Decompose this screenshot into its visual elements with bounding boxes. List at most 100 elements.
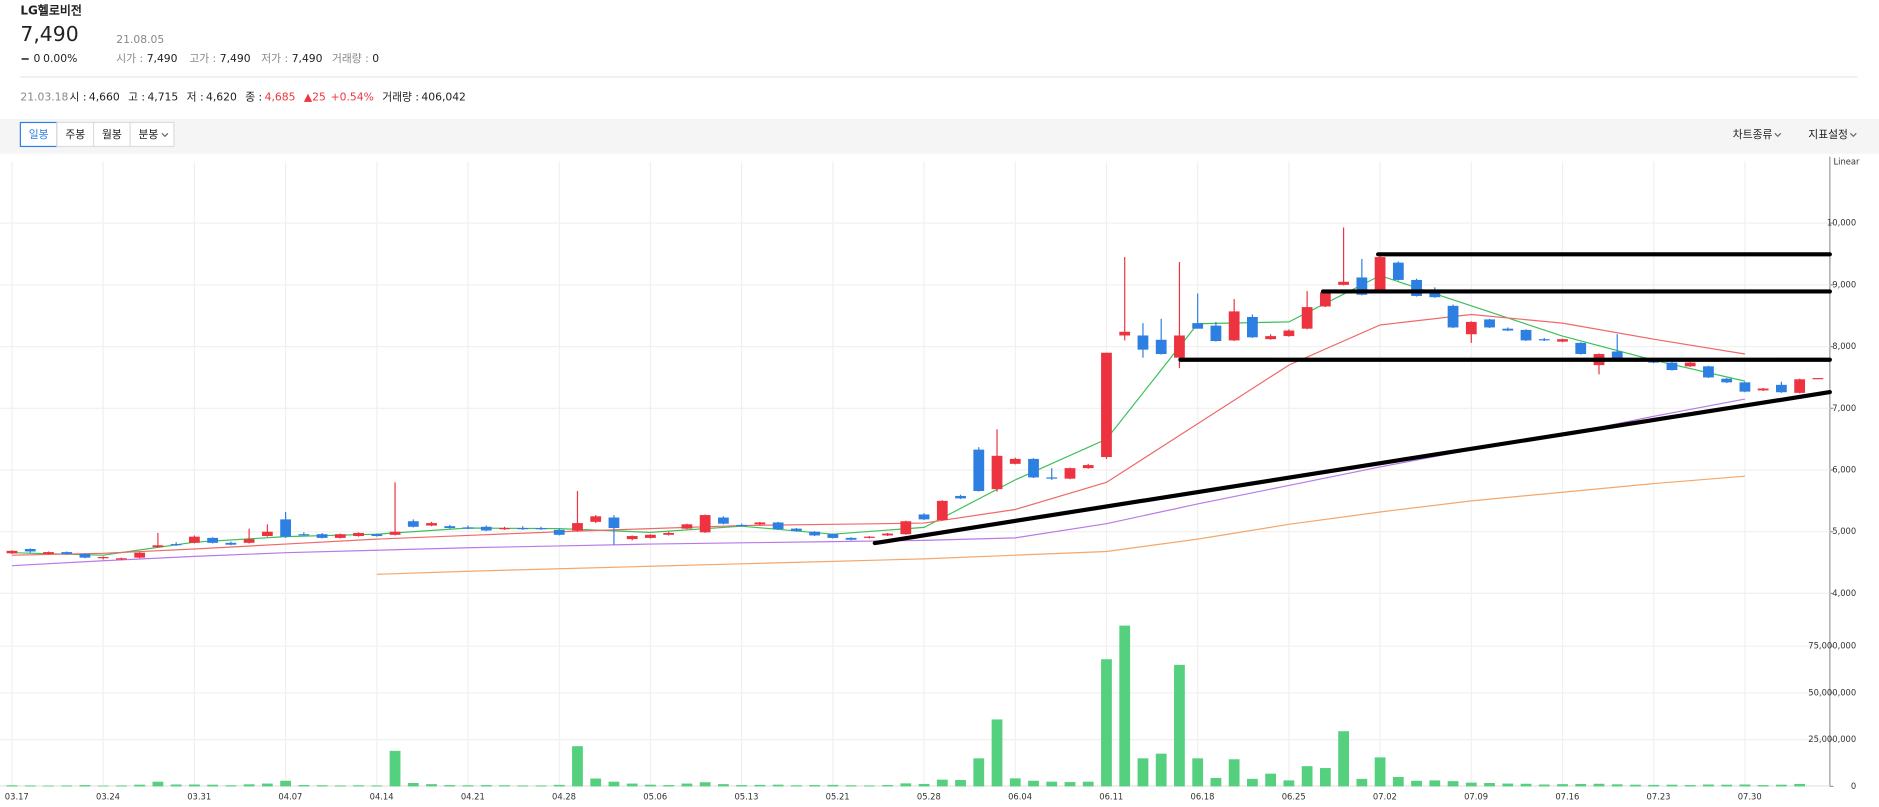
toolbar-menu[interactable]: 차트종류 <box>1733 128 1773 141</box>
volume-bar <box>590 778 602 787</box>
tab-label[interactable]: 분봉 <box>139 128 159 141</box>
candle-body <box>6 550 18 554</box>
candle-body <box>553 529 565 535</box>
candle-body <box>1538 339 1550 341</box>
info-date: 21.03.18 <box>20 90 68 103</box>
volume-bar <box>1028 780 1039 787</box>
candle-body <box>772 522 784 530</box>
tab[interactable]: 일봉 <box>19 121 58 148</box>
x-tick-label: 07.23 <box>1647 792 1671 802</box>
tab-label[interactable]: 일봉 <box>29 128 49 141</box>
stat-value: 7,490 <box>220 52 251 65</box>
candle-body <box>116 558 127 560</box>
volume-bar <box>1301 766 1313 787</box>
volume-bar <box>444 785 456 787</box>
candle-body <box>955 495 966 499</box>
candle-body <box>626 536 638 540</box>
candle-body <box>1174 335 1185 358</box>
volume-bar <box>845 785 857 787</box>
candle-body <box>809 531 820 536</box>
volume-bar <box>1192 758 1204 787</box>
change-pct: 0.00% <box>43 52 77 65</box>
tab-label[interactable]: 월봉 <box>102 128 122 141</box>
tab[interactable]: 주봉 <box>56 121 95 148</box>
candle-body <box>1319 292 1331 307</box>
candle-body <box>1447 305 1459 328</box>
toolbar-menu[interactable]: 지표설정 <box>1808 128 1848 141</box>
candle-body <box>1192 323 1204 329</box>
candle-body <box>407 521 419 527</box>
candle-body <box>1082 465 1094 469</box>
candle-body <box>900 521 912 535</box>
candle-body <box>1119 331 1131 336</box>
tab-box[interactable] <box>129 121 175 148</box>
candle-body <box>134 552 146 558</box>
y-tick-label: 6,000 <box>1832 465 1856 475</box>
volume-bar <box>1429 780 1441 787</box>
volume-bar <box>1064 782 1076 787</box>
candle-body <box>1028 458 1039 478</box>
volume-bar <box>991 719 1003 787</box>
volume-bar <box>863 785 875 787</box>
info-label: 종 : <box>245 90 262 103</box>
x-tick-label: 05.28 <box>917 792 941 802</box>
candle-body <box>1392 262 1404 280</box>
stat-label: 저가 : <box>261 52 288 65</box>
info-value: 4,715 <box>147 90 178 103</box>
y-tick-label: 0 <box>1851 781 1856 791</box>
volume-bar <box>699 782 711 787</box>
candle-body <box>316 534 328 538</box>
volume-bar <box>1557 784 1568 787</box>
volume-bar <box>97 785 109 787</box>
volume-bar <box>1283 780 1295 787</box>
volume-bar <box>1009 778 1021 787</box>
volume-bar <box>407 783 419 787</box>
volume-bar <box>1703 784 1714 787</box>
volume-bar <box>1411 780 1422 787</box>
x-tick-label: 04.07 <box>278 792 302 802</box>
chevron <box>1774 132 1782 138</box>
volume-bar <box>6 785 18 787</box>
candle-body <box>1794 379 1806 393</box>
volume-bar <box>1721 784 1733 787</box>
volume-bar <box>973 758 985 787</box>
scale-label: Linear <box>1833 157 1860 167</box>
y-tick-label: 7,000 <box>1832 403 1856 413</box>
volume-bar <box>298 785 310 787</box>
tab[interactable]: 분봉 <box>129 121 175 148</box>
candle-body <box>1502 328 1514 331</box>
chevron <box>161 132 169 138</box>
volume-bar <box>736 785 748 787</box>
candle-body <box>1465 321 1477 335</box>
candle-body <box>699 515 711 533</box>
candle-body <box>645 534 656 538</box>
volume-bar <box>499 785 510 787</box>
candle-body <box>1611 351 1623 359</box>
candle-body <box>845 537 857 540</box>
volume-bar <box>535 785 547 787</box>
volume-bar <box>24 785 36 787</box>
volume-bar <box>882 785 893 787</box>
info-volume-label: 거래량 : <box>382 90 419 103</box>
x-tick-label: 04.28 <box>552 792 576 802</box>
tab-label[interactable]: 주봉 <box>65 128 85 141</box>
stat-label: 거래량 : <box>332 52 369 65</box>
trend-lines <box>872 252 1832 546</box>
candle-body <box>1137 335 1149 350</box>
volume-bar <box>462 785 474 787</box>
info-value: 4,620 <box>206 90 237 103</box>
candle-body <box>1374 257 1386 293</box>
candle-body <box>1575 342 1587 354</box>
info-label: 저 : <box>187 90 204 103</box>
volume-bar <box>316 785 328 787</box>
candle-body <box>280 519 291 537</box>
volume-bar <box>134 784 146 787</box>
volume-bar <box>1155 753 1167 787</box>
candle-body <box>918 514 930 520</box>
volume-bar <box>663 785 675 787</box>
volume-bar <box>1739 784 1751 787</box>
tab[interactable]: 월봉 <box>92 121 131 148</box>
volume-bar <box>152 781 164 787</box>
